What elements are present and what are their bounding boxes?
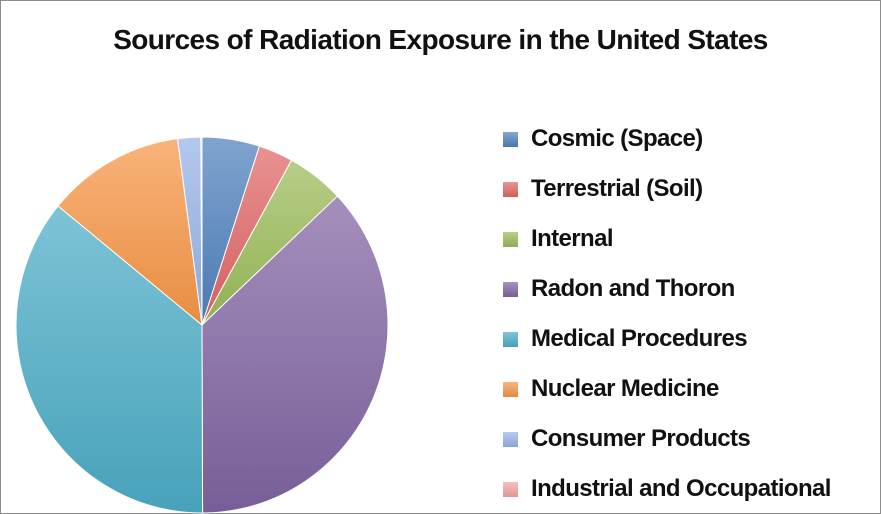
- pie-slice-radon-and-thoron: [201, 195, 389, 514]
- pie-slice-nuclear-medicine: [57, 138, 203, 327]
- legend-item: Medical Procedures: [503, 314, 831, 364]
- legend-swatch-terrestrial: [503, 181, 518, 197]
- legend-swatch-nuclear: [503, 381, 518, 397]
- legend-swatch-cosmic: [503, 131, 518, 147]
- legend: Cosmic (Space) Terrestrial (Soil) Intern…: [503, 114, 831, 514]
- legend-item: Nuclear Medicine: [503, 364, 831, 414]
- legend-item: Consumer Products: [503, 414, 831, 464]
- pie-slice-industrial-and-occupational: [200, 136, 203, 326]
- chart-title: Sources of Radiation Exposure in the Uni…: [113, 24, 768, 55]
- legend-item: Industrial and Occupational: [503, 464, 831, 514]
- legend-item: Internal: [503, 214, 831, 264]
- legend-label: Internal: [531, 225, 613, 252]
- legend-item: Radon and Thoron: [503, 264, 831, 314]
- legend-label: Cosmic (Space): [531, 125, 703, 152]
- pie-slice-medical-procedures: [15, 205, 204, 514]
- legend-swatch-consumer: [503, 431, 518, 447]
- legend-swatch-industrial: [503, 481, 518, 497]
- legend-item: Cosmic (Space): [503, 114, 831, 164]
- legend-swatch-medical: [503, 331, 518, 347]
- legend-item: Terrestrial (Soil): [503, 164, 831, 214]
- legend-label: Consumer Products: [531, 425, 751, 452]
- legend-swatch-internal: [503, 231, 518, 247]
- legend-label: Radon and Thoron: [531, 275, 735, 302]
- legend-swatch-radon: [503, 281, 518, 297]
- legend-label: Industrial and Occupational: [531, 475, 831, 502]
- legend-label: Terrestrial (Soil): [531, 175, 703, 202]
- legend-label: Medical Procedures: [531, 325, 748, 352]
- legend-label: Nuclear Medicine: [531, 375, 719, 402]
